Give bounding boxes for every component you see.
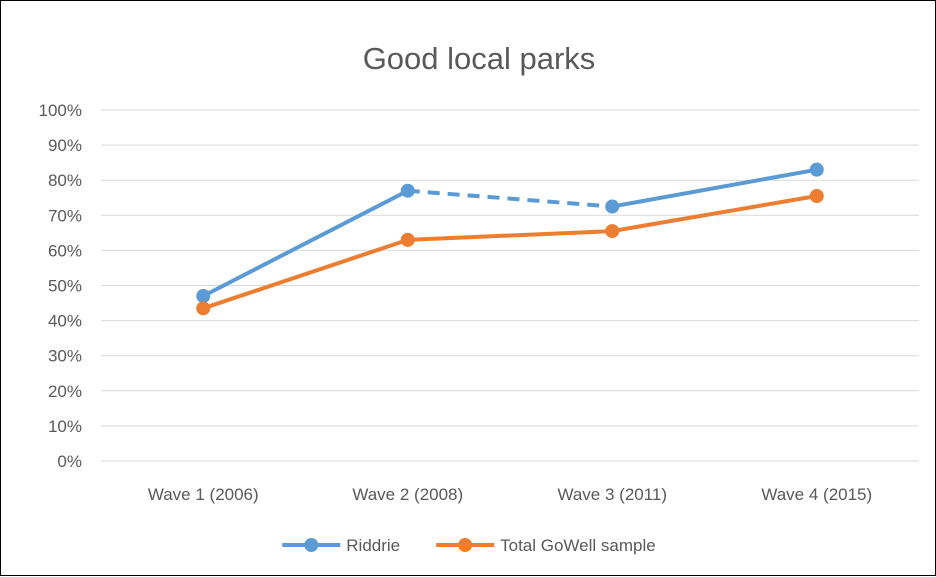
data-point bbox=[400, 183, 415, 198]
legend-label: Total GoWell sample bbox=[500, 536, 656, 555]
y-tick-label: 30% bbox=[48, 347, 82, 366]
legend-swatch-marker bbox=[458, 538, 473, 552]
chart-title: Good local parks bbox=[363, 41, 596, 76]
legend-swatch-marker bbox=[304, 538, 319, 552]
data-point bbox=[809, 162, 824, 177]
data-point bbox=[400, 232, 415, 247]
data-point bbox=[605, 199, 620, 214]
series-segment bbox=[407, 188, 613, 209]
y-axis-ticks: 0% 10% 20% 30% 40% 50% 60% 70% 80% 90% 100% bbox=[39, 101, 82, 471]
series-segment bbox=[610, 167, 819, 209]
series-segment bbox=[405, 229, 615, 242]
data-point bbox=[809, 188, 824, 203]
x-tick-label: Wave 3 (2011) bbox=[557, 485, 667, 504]
x-tick-label: Wave 2 (2008) bbox=[352, 485, 463, 504]
series-2 bbox=[196, 188, 824, 316]
y-tick-label: 100% bbox=[39, 101, 82, 120]
y-tick-label: 80% bbox=[48, 171, 82, 190]
series-segment bbox=[610, 193, 819, 234]
series-1 bbox=[196, 162, 824, 304]
legend-label: Riddrie bbox=[346, 536, 400, 555]
y-tick-label: 20% bbox=[48, 382, 82, 401]
series-lines bbox=[196, 162, 824, 316]
series-segment bbox=[201, 188, 410, 299]
y-tick-label: 10% bbox=[48, 417, 82, 436]
legend: Riddrie Total GoWell sample bbox=[282, 536, 656, 555]
y-tick-label: 40% bbox=[48, 312, 82, 331]
x-axis-ticks: Wave 1 (2006) Wave 2 (2008) Wave 3 (2011) W… bbox=[148, 485, 872, 504]
data-point bbox=[196, 301, 211, 316]
y-tick-label: 60% bbox=[48, 241, 82, 260]
series-segment bbox=[201, 237, 410, 311]
y-tick-label: 0% bbox=[57, 452, 82, 471]
data-point bbox=[196, 289, 211, 304]
x-tick-label: Wave 1 (2006) bbox=[148, 485, 259, 504]
x-tick-label: Wave 4 (2015) bbox=[761, 485, 872, 504]
legend-item: Total GoWell sample bbox=[436, 536, 656, 555]
y-tick-label: 90% bbox=[48, 136, 82, 155]
y-tick-label: 50% bbox=[48, 277, 82, 296]
gridlines bbox=[101, 109, 919, 462]
y-tick-label: 70% bbox=[48, 206, 82, 225]
legend-item: Riddrie bbox=[282, 536, 400, 555]
data-point bbox=[605, 224, 620, 239]
